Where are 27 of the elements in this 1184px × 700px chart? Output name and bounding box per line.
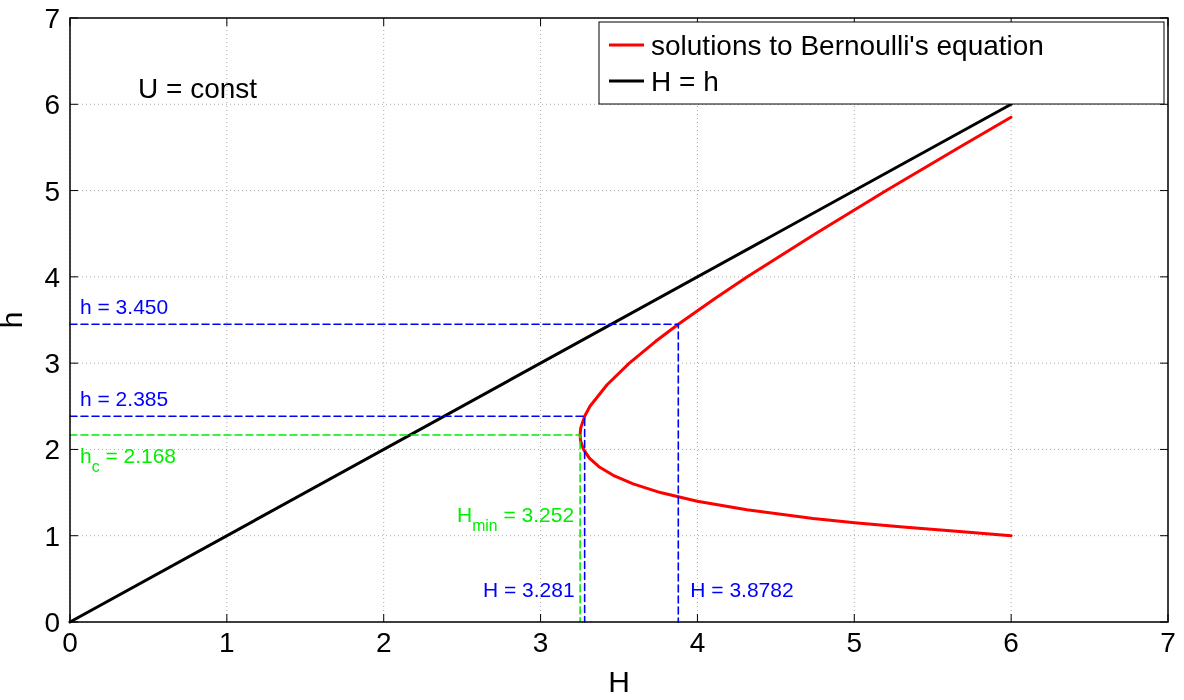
x-tick-label: 3 <box>532 627 549 658</box>
y-tick-label: 0 <box>44 607 60 638</box>
x-tick-label: 7 <box>1160 627 1176 658</box>
annotation: H = 3.8782 <box>690 578 794 601</box>
y-tick-label: 4 <box>44 261 60 293</box>
x-tick-label: 4 <box>689 627 706 658</box>
y-tick-label: 1 <box>44 520 60 552</box>
y-tick-label: 7 <box>44 3 60 34</box>
annotation: h = 2.385 <box>80 387 169 411</box>
y-tick-label: 3 <box>44 348 60 380</box>
x-tick-label: 5 <box>846 627 863 658</box>
x-tick-label: 6 <box>1003 627 1019 658</box>
x-tick-label: 2 <box>375 627 392 658</box>
y-tick-label: 6 <box>44 89 60 121</box>
legend-label: solutions to Bernoulli's equation <box>651 30 1044 61</box>
annotation: H$_{min}$ = 3.252 <box>457 503 575 534</box>
annotation: H = 3.281 <box>482 578 575 601</box>
y-axis-title: h <box>0 311 28 329</box>
legend-label: H = h <box>651 66 719 97</box>
annotation: U = const <box>138 73 258 104</box>
annotation: h$_{c}$ = 2.168 <box>80 443 177 475</box>
y-tick-label: 5 <box>44 175 60 207</box>
y-tick-label: 2 <box>44 434 60 466</box>
x-axis-title: H <box>608 665 630 698</box>
line-series <box>578 115 1013 538</box>
x-tick-label: 1 <box>219 627 235 658</box>
annotation: h = 3.450 <box>80 295 169 319</box>
